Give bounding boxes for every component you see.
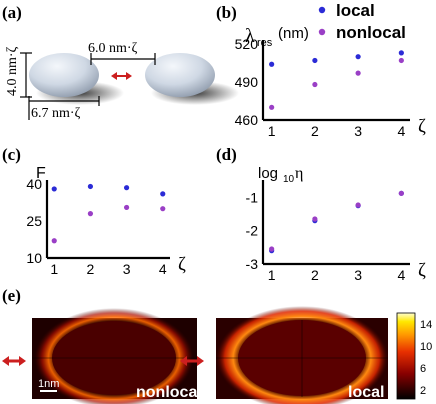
panel-label-e: (e) <box>2 286 21 305</box>
colorbar-tick-6: 6 <box>420 363 426 375</box>
colorbar-tick-2: 2 <box>420 385 426 397</box>
data-point-nonlocal <box>123 204 130 211</box>
x-axis-label: ζ <box>418 116 426 137</box>
data-point-nonlocal <box>398 57 404 64</box>
x-tick-label: 4 <box>159 261 167 277</box>
y-tick-label: 40 <box>26 176 42 192</box>
x-tick-label: 3 <box>354 267 362 283</box>
y-axis-title: F <box>36 165 46 182</box>
y-tick-label: 460 <box>235 112 259 128</box>
dipole-arrow-icon <box>111 72 132 80</box>
data-point-local <box>312 57 318 64</box>
chart-field-enhancement: 1 2 3 4 ζ 10 25 40F <box>26 165 186 277</box>
data-point-local <box>269 61 275 67</box>
field-map-local-label: local <box>348 384 384 401</box>
scale-bar-label: 1nm <box>38 378 59 390</box>
panel-label-a: (a) <box>2 3 22 22</box>
y-axis-title-unit: η <box>295 165 303 182</box>
field-map-nonlocal-label: nonlocal <box>136 384 202 401</box>
y-axis-title-sub: res <box>257 37 273 49</box>
gap-label: 6.0 nm·ζ <box>88 41 138 56</box>
y-tick-label: 520 <box>235 36 259 52</box>
x-tick-label: 2 <box>311 123 319 139</box>
field-map-nonlocal: 1nm nonlocal <box>32 308 202 404</box>
data-point-nonlocal <box>269 246 275 252</box>
panel-label-c: (c) <box>2 145 21 164</box>
dipole-arrow-left-icon <box>2 356 26 366</box>
y-tick-label: -2 <box>246 223 259 239</box>
x-tick-label: 3 <box>123 261 131 277</box>
legend-local-marker <box>318 6 326 14</box>
chart-log-efficiency: 1 2 3 4 ζ -3 -2 -1 log 10 η <box>246 165 426 283</box>
legend-local-label: local <box>336 1 375 20</box>
x-tick-label: 1 <box>268 123 276 139</box>
x-tick-label: 2 <box>311 267 319 283</box>
x-tick-label: 1 <box>268 267 276 283</box>
data-point-local <box>123 185 130 191</box>
y-tick-label: 490 <box>235 74 259 90</box>
y-tick-label: -1 <box>246 189 259 205</box>
data-point-nonlocal <box>312 81 318 88</box>
data-point-local <box>355 54 361 60</box>
data-point-local <box>160 191 166 197</box>
x-tick-label: 2 <box>87 261 95 277</box>
data-point-nonlocal <box>355 202 361 208</box>
y-axis-title: log <box>258 165 278 182</box>
panel-label-d: (d) <box>216 145 237 164</box>
field-map-local: local <box>216 306 388 404</box>
x-tick-label: 3 <box>354 123 362 139</box>
legend-nonlocal-marker <box>318 28 326 36</box>
data-point-nonlocal <box>355 70 361 76</box>
y-tick-label: -3 <box>246 256 259 272</box>
data-point-nonlocal <box>269 104 275 110</box>
y-axis-title-unit: (nm) <box>278 25 309 42</box>
colorbar-tick-14: 14 <box>420 319 432 331</box>
height-label: 4.0 nm·ζ <box>5 46 20 96</box>
colorbar-tick-10: 10 <box>420 341 432 353</box>
y-axis-title-sub: 10 <box>283 174 295 185</box>
y-axis-title: λ <box>245 25 255 47</box>
data-point-local <box>87 183 94 190</box>
legend-nonlocal-label: nonlocal <box>336 23 406 42</box>
panel-label-b: (b) <box>216 3 237 22</box>
width-label: 6.7 nm·ζ <box>31 106 81 121</box>
data-point-nonlocal <box>398 190 404 196</box>
x-tick-label: 4 <box>397 123 405 139</box>
data-point-nonlocal <box>87 211 94 217</box>
x-tick-label: 1 <box>50 261 58 277</box>
particle-left <box>29 53 99 97</box>
dimer-schematic: 6.0 nm·ζ 4.0 nm·ζ 6.7 nm·ζ <box>5 41 239 121</box>
legend: local nonlocal <box>318 1 406 42</box>
data-point-nonlocal <box>51 238 57 244</box>
x-axis-label: ζ <box>418 260 426 281</box>
data-point-nonlocal <box>312 216 318 222</box>
particle-right <box>145 53 215 97</box>
data-point-local <box>51 186 57 192</box>
x-axis-label: ζ <box>178 254 186 275</box>
y-tick-label: 25 <box>26 213 42 229</box>
colorbar-gradient <box>396 312 416 400</box>
dipole-arrow-right-icon <box>180 356 204 366</box>
data-point-local <box>398 50 404 56</box>
y-tick-label: 10 <box>26 250 42 266</box>
x-tick-label: 4 <box>397 267 405 283</box>
data-point-nonlocal <box>160 206 166 212</box>
colorbar: 14 10 6 2 <box>396 312 432 400</box>
